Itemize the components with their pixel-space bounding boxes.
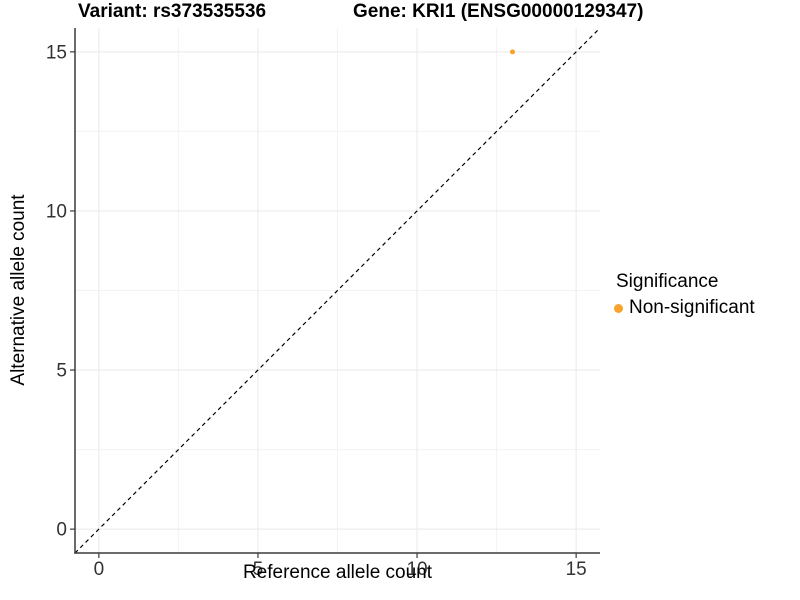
y-tick-label: 10	[46, 201, 67, 222]
x-tick-label: 5	[253, 559, 264, 580]
x-tick-label: 0	[94, 559, 105, 580]
legend: Significance Non-significant	[614, 271, 755, 319]
y-axis-title: Alternative allele count	[8, 194, 29, 386]
legend-items: Non-significant	[614, 297, 755, 319]
y-tick-label: 15	[46, 42, 67, 63]
legend-item-label: Non-significant	[629, 297, 755, 318]
plot-title-gene: Gene: KRI1 (ENSG00000129347)	[353, 1, 644, 22]
x-tick-label: 15	[566, 559, 587, 580]
legend-item: Non-significant	[614, 297, 755, 319]
x-axis-title: Reference allele count	[242, 562, 433, 583]
legend-title: Significance	[616, 271, 719, 292]
identity-line	[74, 27, 601, 554]
data-point	[510, 49, 515, 55]
plot-title-variant: Variant: rs373535536	[78, 1, 267, 22]
legend-dot-icon	[614, 303, 623, 313]
x-tick-label: 10	[406, 559, 427, 580]
y-tick-label: 5	[56, 361, 67, 382]
y-tick-label: 0	[56, 520, 67, 541]
